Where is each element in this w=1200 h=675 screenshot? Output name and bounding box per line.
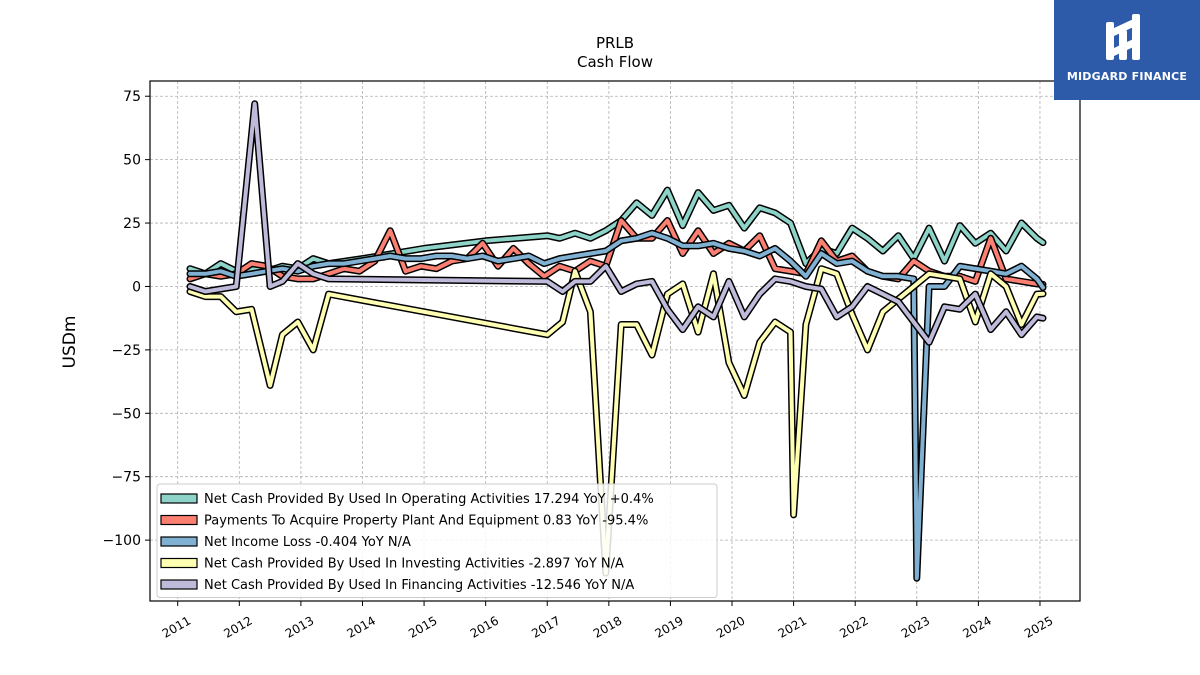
- y-axis-label: USDm: [60, 316, 80, 369]
- x-tick-label: 2012: [221, 613, 254, 640]
- legend-swatch: [160, 514, 198, 526]
- x-tick-label: 2016: [468, 613, 501, 640]
- x-tick-label: 2011: [160, 613, 193, 640]
- y-tick-label: −25: [111, 343, 141, 359]
- x-tick-label: 2024: [960, 613, 993, 640]
- legend-swatch: [160, 493, 198, 504]
- legend-label: Payments To Acquire Property Plant And E…: [204, 514, 648, 529]
- chart-title: PRLB: [596, 34, 634, 52]
- y-tick-label: 50: [123, 153, 141, 169]
- legend-label: Net Cash Provided By Used In Operating A…: [204, 492, 654, 507]
- y-tick-label: 25: [123, 216, 141, 232]
- y-tick-label: −50: [111, 406, 141, 422]
- y-tick-label: 75: [123, 89, 141, 105]
- series-line: [188, 101, 1045, 345]
- chart-subtitle: Cash Flow: [577, 53, 653, 71]
- series-line: [188, 188, 1045, 276]
- x-tick-label: 2022: [837, 613, 870, 640]
- x-tick-label: 2013: [283, 613, 316, 640]
- legend-swatch: [160, 557, 198, 569]
- legend-label: Net Cash Provided By Used In Investing A…: [204, 557, 624, 572]
- x-tick-label: 2023: [899, 613, 932, 640]
- series-lines: [186, 100, 1047, 582]
- series-line: [188, 231, 1045, 581]
- plot-frame: [149, 80, 1081, 602]
- series-line: [188, 218, 1045, 287]
- brand-logo: MIDGARD FINANCE: [1054, 0, 1200, 100]
- legend-box: [156, 483, 718, 598]
- x-tick-label: 2019: [652, 613, 685, 640]
- x-tick-label: 2014: [345, 613, 378, 640]
- series-line: [188, 266, 1045, 576]
- x-tick-label: 2025: [1022, 613, 1055, 640]
- x-tick-label: 2017: [529, 613, 562, 640]
- legend-swatch: [160, 536, 198, 547]
- y-tick-label: −75: [111, 470, 141, 486]
- y-tick-label: 0: [132, 279, 141, 295]
- legend-swatch: [160, 579, 198, 590]
- legend-label: Net Income Loss -0.404 YoY N/A: [204, 535, 411, 550]
- legend-label: Net Cash Provided By Used In Financing A…: [204, 578, 634, 593]
- logo-text: MIDGARD FINANCE: [1066, 70, 1188, 83]
- x-tick-label: 2020: [714, 613, 747, 640]
- legend: Net Cash Provided By Used In Operating A…: [156, 483, 718, 598]
- x-tick-label: 2021: [776, 613, 809, 640]
- x-tick-label: 2015: [406, 613, 439, 640]
- x-tick-label: 2018: [591, 613, 624, 640]
- midgard-logo-icon: [1106, 14, 1140, 60]
- y-tick-label: −100: [103, 533, 141, 549]
